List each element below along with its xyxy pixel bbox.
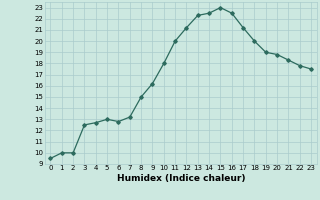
X-axis label: Humidex (Indice chaleur): Humidex (Indice chaleur) <box>116 174 245 183</box>
